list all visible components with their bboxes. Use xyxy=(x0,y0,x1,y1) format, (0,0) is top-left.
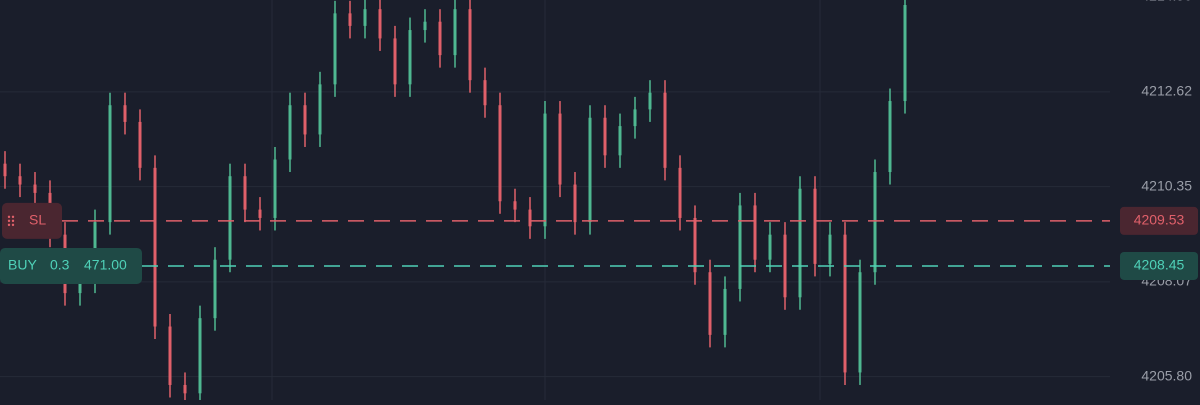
candle-body xyxy=(468,9,472,81)
candle-body xyxy=(18,176,22,185)
drag-dot xyxy=(11,215,15,219)
candle-body xyxy=(888,101,892,173)
drag-dot xyxy=(7,219,11,223)
candle-body xyxy=(423,21,427,31)
candle-body xyxy=(618,126,622,156)
candle-body xyxy=(678,167,682,218)
candle-body xyxy=(438,21,442,56)
candle-body xyxy=(813,188,817,264)
position-price-box xyxy=(1120,251,1198,280)
candle-body xyxy=(108,105,112,223)
candle-body xyxy=(738,205,742,289)
candle-body xyxy=(123,105,127,122)
drag-dot xyxy=(11,223,15,227)
candle-body xyxy=(723,288,727,335)
candle-body xyxy=(183,384,187,394)
y-tick-label: 4214.90 xyxy=(1141,0,1192,3)
position-amount: 471.00 xyxy=(84,257,127,273)
candle-body xyxy=(843,234,847,373)
drag-dot xyxy=(7,215,11,219)
candle-body xyxy=(648,92,652,110)
candle-body xyxy=(3,163,7,177)
candle-body xyxy=(138,121,142,168)
stop-loss-price-box xyxy=(1120,206,1198,235)
candle-body xyxy=(168,326,172,385)
candle-body xyxy=(258,209,262,218)
candle-body xyxy=(828,234,832,264)
stop-loss-label: SL xyxy=(29,212,46,228)
candle-body xyxy=(378,9,382,39)
position-price: 4208.45 xyxy=(1134,257,1185,273)
position-side: BUY xyxy=(8,257,37,273)
candle-body xyxy=(318,84,322,135)
candle-body xyxy=(543,113,547,227)
position-volume: 0.3 xyxy=(50,257,70,273)
candle-body xyxy=(348,13,352,26)
candle-body xyxy=(288,105,292,160)
stop-loss-price: 4209.53 xyxy=(1134,212,1185,228)
candle-body xyxy=(303,105,307,135)
candle-body xyxy=(33,184,37,193)
candle-body xyxy=(573,184,577,223)
y-tick-label: 4210.35 xyxy=(1141,177,1192,193)
candle-body xyxy=(213,259,217,319)
candle-body xyxy=(603,117,607,156)
candle-body xyxy=(153,167,157,327)
candle-body xyxy=(783,234,787,298)
drag-dot xyxy=(7,223,11,227)
y-tick-label: 4205.80 xyxy=(1141,367,1192,383)
candle-body xyxy=(708,272,712,335)
candle-body xyxy=(453,9,457,56)
candle-body xyxy=(633,109,637,127)
candle-body xyxy=(513,201,517,210)
candle-body xyxy=(663,92,667,168)
candle-body xyxy=(903,5,907,102)
stop-loss-handle[interactable] xyxy=(2,202,62,239)
candle-body xyxy=(798,188,802,298)
candle-body xyxy=(198,318,202,394)
candle-body xyxy=(873,172,877,273)
candle-body xyxy=(693,217,697,273)
candle-body xyxy=(333,13,337,85)
candle-body xyxy=(228,176,232,260)
candle-body xyxy=(528,209,532,227)
position-handle[interactable] xyxy=(0,247,142,284)
candle-body xyxy=(498,105,502,202)
candle-body xyxy=(78,280,82,294)
candle-body xyxy=(858,272,862,373)
candle-body xyxy=(393,38,397,85)
candle-body xyxy=(558,113,562,185)
candle-body xyxy=(588,117,592,223)
candle-body xyxy=(768,234,772,260)
candle-body xyxy=(408,30,412,85)
candle-body xyxy=(273,159,277,218)
candle-body xyxy=(753,205,757,260)
candle-body xyxy=(483,80,487,106)
y-tick-label: 4212.62 xyxy=(1141,83,1192,99)
drag-dot xyxy=(11,219,15,223)
candle-body xyxy=(363,9,367,26)
candle-body xyxy=(243,176,247,210)
